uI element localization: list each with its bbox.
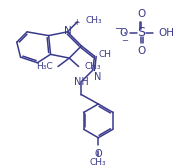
Text: CH₃: CH₃ — [90, 158, 107, 167]
Text: N: N — [94, 72, 101, 82]
Text: +: + — [73, 18, 79, 27]
Text: OH: OH — [158, 28, 174, 38]
Text: S: S — [137, 26, 145, 39]
Text: CH₃: CH₃ — [84, 62, 101, 71]
Text: −: − — [114, 24, 123, 34]
Text: CH: CH — [98, 50, 111, 59]
Text: O: O — [137, 9, 145, 19]
Text: O: O — [119, 28, 127, 38]
Text: O: O — [94, 149, 102, 159]
Text: −: − — [121, 37, 128, 46]
Text: NH: NH — [74, 76, 89, 87]
Text: O: O — [137, 46, 145, 56]
Text: CH₃: CH₃ — [85, 16, 102, 25]
Text: H₃C: H₃C — [36, 62, 52, 71]
Text: N: N — [64, 26, 72, 36]
